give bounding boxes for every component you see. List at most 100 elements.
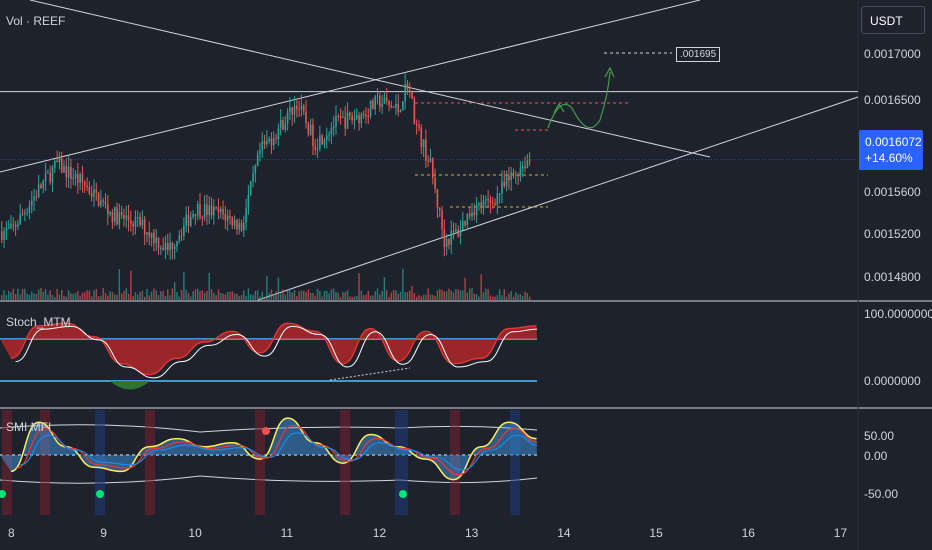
volume-bar (51, 294, 54, 300)
volume-bar (489, 295, 492, 300)
candle-body (40, 184, 42, 188)
candle-body (385, 97, 388, 101)
candle-body (526, 160, 529, 169)
smi-main-line (10, 417, 537, 481)
volume-bar (243, 290, 245, 300)
volume-bar (56, 288, 58, 300)
candle-body (26, 212, 28, 214)
candle-body (381, 103, 383, 107)
currency-selector[interactable]: USDT (861, 6, 925, 34)
candle-body (261, 141, 264, 151)
candle-body (319, 135, 321, 149)
volume-bar (510, 291, 512, 300)
candle-body (425, 139, 427, 161)
candle-body (441, 210, 443, 230)
volume-bar (284, 294, 286, 300)
candle-body (67, 166, 70, 178)
volume-bar (524, 291, 526, 300)
volume-bar (24, 288, 26, 300)
candle-body (42, 180, 45, 188)
volume-bar (468, 288, 471, 300)
volume-bar (120, 293, 123, 300)
candle-body (399, 110, 402, 113)
candle-body (307, 123, 310, 135)
volume-bar (392, 290, 395, 300)
volume-bar (319, 290, 321, 300)
projection-arrow-head (604, 66, 615, 78)
candle-body (270, 138, 273, 146)
smi-highlight-stripe (2, 410, 12, 515)
volume-bar (254, 290, 257, 300)
smi-highlight-stripe (395, 410, 408, 515)
stoch-divergence-line (329, 367, 411, 381)
volume-bar (141, 290, 144, 300)
volume-bar (457, 289, 459, 300)
candle-body (325, 135, 328, 140)
volume-bar (291, 292, 293, 300)
candle-body (160, 247, 162, 249)
current-price-tag: 0.0016072 +14.60% (859, 130, 923, 170)
candle-body (372, 100, 374, 110)
candle-body (300, 105, 303, 110)
volume-bar (420, 296, 422, 300)
volume-bar (422, 294, 425, 300)
volume-bar (12, 288, 15, 300)
volume-bar (353, 296, 356, 300)
candle-body (14, 224, 17, 227)
smi-highlight-stripe (145, 410, 155, 515)
candle-body (422, 139, 425, 147)
volume-bar (81, 292, 84, 300)
smi-signal-dot (96, 490, 104, 498)
candle-body (487, 199, 489, 201)
volume-bar (367, 290, 369, 300)
volume-bar (231, 291, 233, 300)
candle-body (321, 135, 323, 145)
volume-bar (522, 296, 524, 300)
candle-body (93, 189, 95, 197)
volume-bar (282, 289, 284, 300)
volume-bar (409, 290, 411, 300)
volume-bar (206, 290, 208, 300)
candle-body (222, 208, 224, 214)
volume-bar (199, 291, 201, 300)
candle-body (335, 115, 337, 127)
candle-body (12, 224, 15, 226)
volume-bar (413, 292, 416, 300)
candle-body (113, 207, 116, 222)
candle-body (360, 113, 363, 124)
candle-body (275, 137, 277, 139)
candle-body (173, 246, 176, 249)
candle-body (63, 165, 65, 173)
volume-bar (279, 293, 282, 300)
candle-body (49, 172, 51, 183)
volume-bar (132, 296, 134, 300)
candle-body (238, 222, 240, 230)
volume-bar (360, 290, 363, 300)
candle-body (374, 96, 376, 110)
candle-body (249, 181, 252, 195)
candle-body (215, 206, 217, 208)
volume-bar (164, 296, 167, 300)
volume-bar (180, 289, 183, 300)
volume-bar (47, 294, 49, 300)
volume-bar (233, 293, 236, 300)
volume-bar (210, 289, 213, 300)
candle-body (332, 126, 335, 129)
candle-body (17, 224, 19, 227)
candle-body (233, 219, 236, 226)
volume-bar (358, 273, 360, 300)
time-axis-tick: 15 (649, 526, 663, 540)
candle-body (217, 207, 220, 213)
volume-bar (259, 296, 261, 300)
volume-bar (160, 291, 162, 300)
candle-body (445, 239, 448, 247)
volume-bar (104, 293, 107, 300)
volume-bar (84, 292, 86, 300)
volume-bar (17, 288, 19, 300)
volume-bar (296, 296, 298, 300)
candle-body (79, 174, 81, 183)
volume-bar (107, 295, 109, 300)
candle-body (443, 229, 446, 247)
